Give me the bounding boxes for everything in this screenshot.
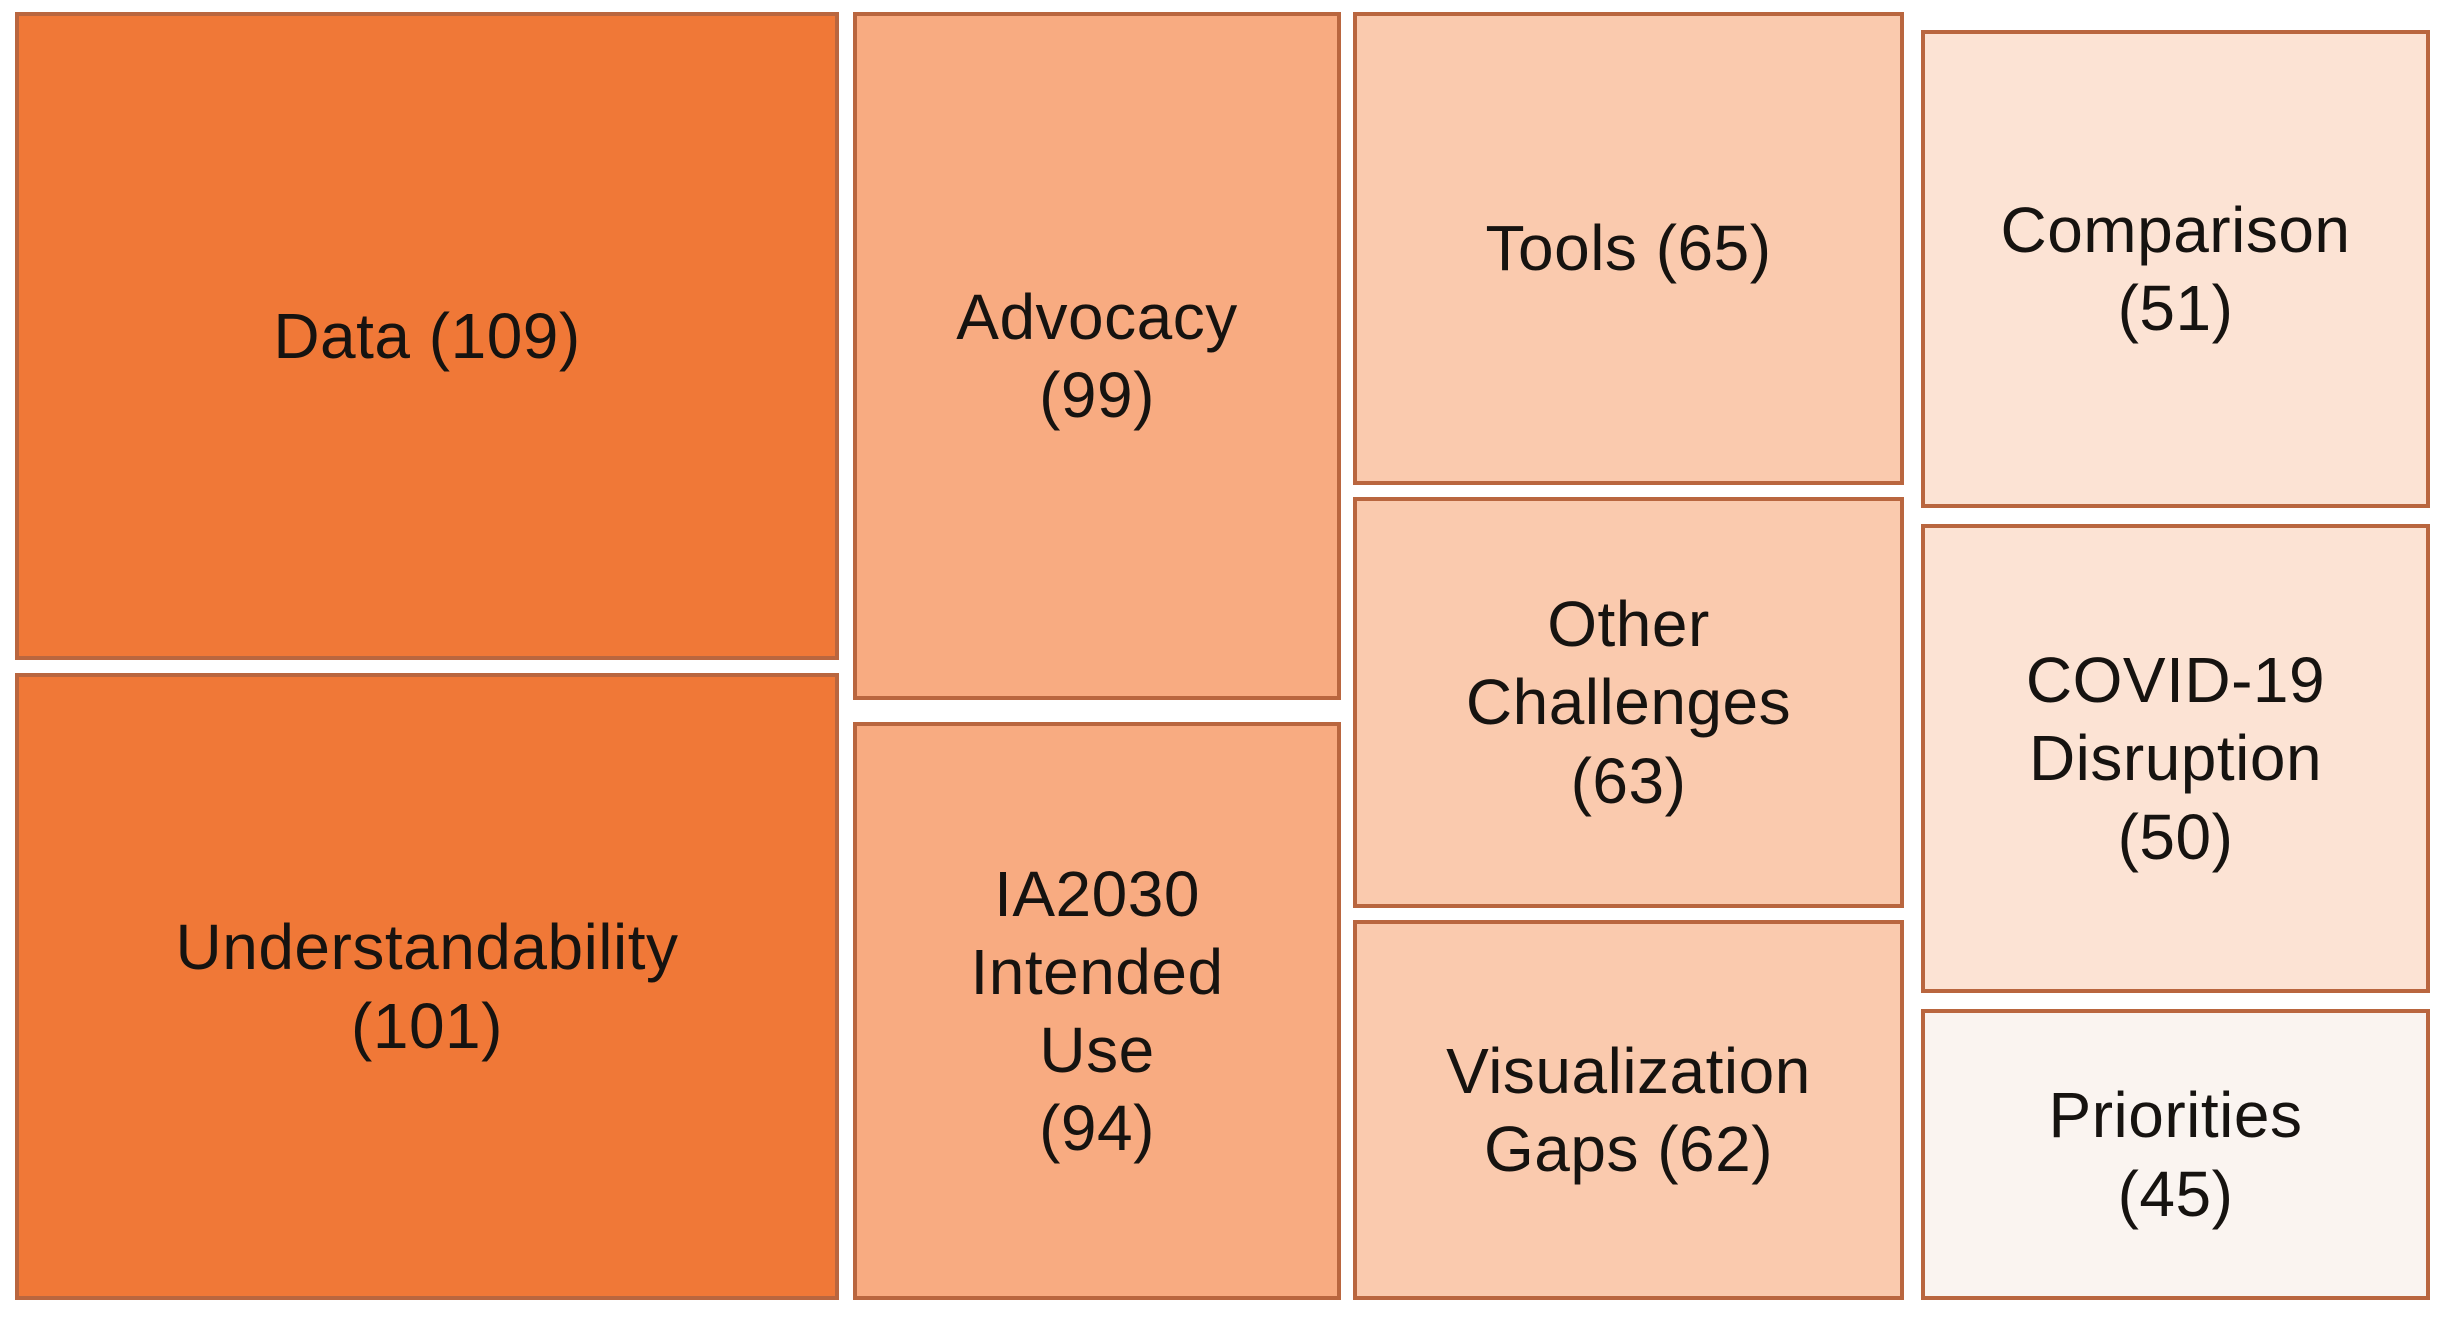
treemap-tile-label-other-challenges: Other Challenges (63) [1465,588,1792,817]
treemap-tile-label-tools: Tools (65) [1485,212,1772,285]
treemap-tile-comparison: Comparison (51) [1921,30,2430,508]
treemap-tile-label-covid-19-disruption: COVID-19 Disruption (50) [2025,644,2326,873]
treemap-tile-label-comparison: Comparison (51) [2000,193,2351,344]
treemap-tile-data: Data (109) [15,12,839,660]
treemap-tile-label-advocacy: Advocacy (99) [956,280,1238,431]
treemap-tile-tools: Tools (65) [1353,12,1904,485]
treemap-tile-label-visualization-gaps: Visualization Gaps (62) [1446,1034,1811,1185]
treemap-tile-label-ia2030-intended-use: IA2030 Intended Use (94) [970,857,1224,1165]
treemap-tile-label-data: Data (109) [273,299,581,372]
treemap-tile-label-priorities: Priorities (45) [2048,1079,2303,1230]
treemap-tile-other-challenges: Other Challenges (63) [1353,497,1904,908]
treemap-tile-advocacy: Advocacy (99) [853,12,1341,700]
treemap-tile-covid-19-disruption: COVID-19 Disruption (50) [1921,524,2430,993]
treemap-tile-visualization-gaps: Visualization Gaps (62) [1353,920,1904,1300]
treemap-tile-priorities: Priorities (45) [1921,1009,2430,1300]
treemap-tile-label-understandability: Understandability (101) [175,911,679,1062]
treemap-tile-understandability: Understandability (101) [15,673,839,1300]
treemap-tile-ia2030-intended-use: IA2030 Intended Use (94) [853,722,1341,1300]
